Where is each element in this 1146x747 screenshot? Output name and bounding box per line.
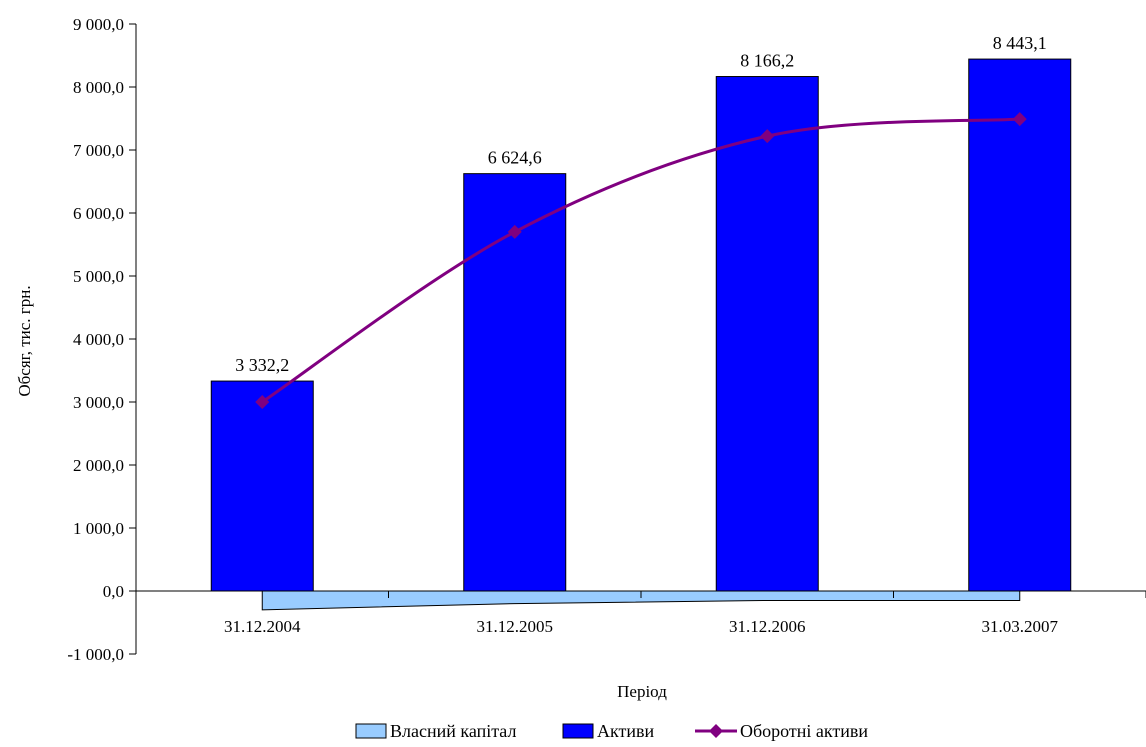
bar-aktyvy — [715, 76, 819, 592]
x-tick-label: 31.03.2007 — [982, 617, 1059, 636]
y-tick-label: -1 000,0 — [67, 645, 124, 664]
plot-area: 3 332,2 6 624,6 8 166,2 8 443,1 -1 000,0 0,0 1… — [67, 15, 1146, 664]
legend-label-aktyvy: Активи — [597, 721, 655, 741]
bar-aktyvy — [210, 380, 314, 592]
y-tick-label: 6 000,0 — [73, 204, 124, 223]
legend-swatch-vlasnyi-kapital — [355, 723, 387, 739]
y-tick-label: 3 000,0 — [73, 393, 124, 412]
y-tick-label: 7 000,0 — [73, 141, 124, 160]
line-point-marker — [255, 395, 270, 409]
legend: Власний капітал Активи Оборотні активи — [355, 721, 868, 741]
y-tick-label: 9 000,0 — [73, 15, 124, 34]
y-tick-label: 5 000,0 — [73, 267, 124, 286]
legend-swatch-aktyvy — [562, 723, 594, 739]
y-tick-label: 0,0 — [103, 582, 124, 601]
bar-aktyvy — [463, 173, 567, 592]
bar-value-label: 6 624,6 — [488, 148, 542, 168]
x-tick-label: 31.12.2004 — [224, 617, 301, 636]
legend-label-vlasnyi-kapital: Власний капітал — [390, 721, 516, 741]
y-tick-label: 2 000,0 — [73, 456, 124, 475]
y-tick-label: 4 000,0 — [73, 330, 124, 349]
line-oborotni-aktyvy — [261, 117, 1020, 404]
x-tick-label: 31.12.2006 — [729, 617, 806, 636]
line-point-marker — [1012, 112, 1027, 127]
bar-value-label: 3 332,2 — [235, 355, 289, 375]
line-point-marker — [760, 129, 775, 144]
y-tick-label: 1 000,0 — [73, 519, 124, 538]
bar-value-label: 8 443,1 — [993, 33, 1047, 53]
y-tick-label: 8 000,0 — [73, 78, 124, 97]
x-tick-label: 31.12.2005 — [477, 617, 554, 636]
line-point-marker — [507, 224, 522, 239]
legend-label-oborotni-aktyvy: Оборотні активи — [740, 721, 868, 741]
y-axis-title: Обсяг, тис. грн. — [15, 285, 34, 396]
bar-value-label: 8 166,2 — [740, 51, 794, 71]
legend-swatch-marker — [709, 724, 723, 738]
bar-aktyvy — [968, 58, 1072, 592]
x-axis-title: Період — [617, 682, 667, 701]
